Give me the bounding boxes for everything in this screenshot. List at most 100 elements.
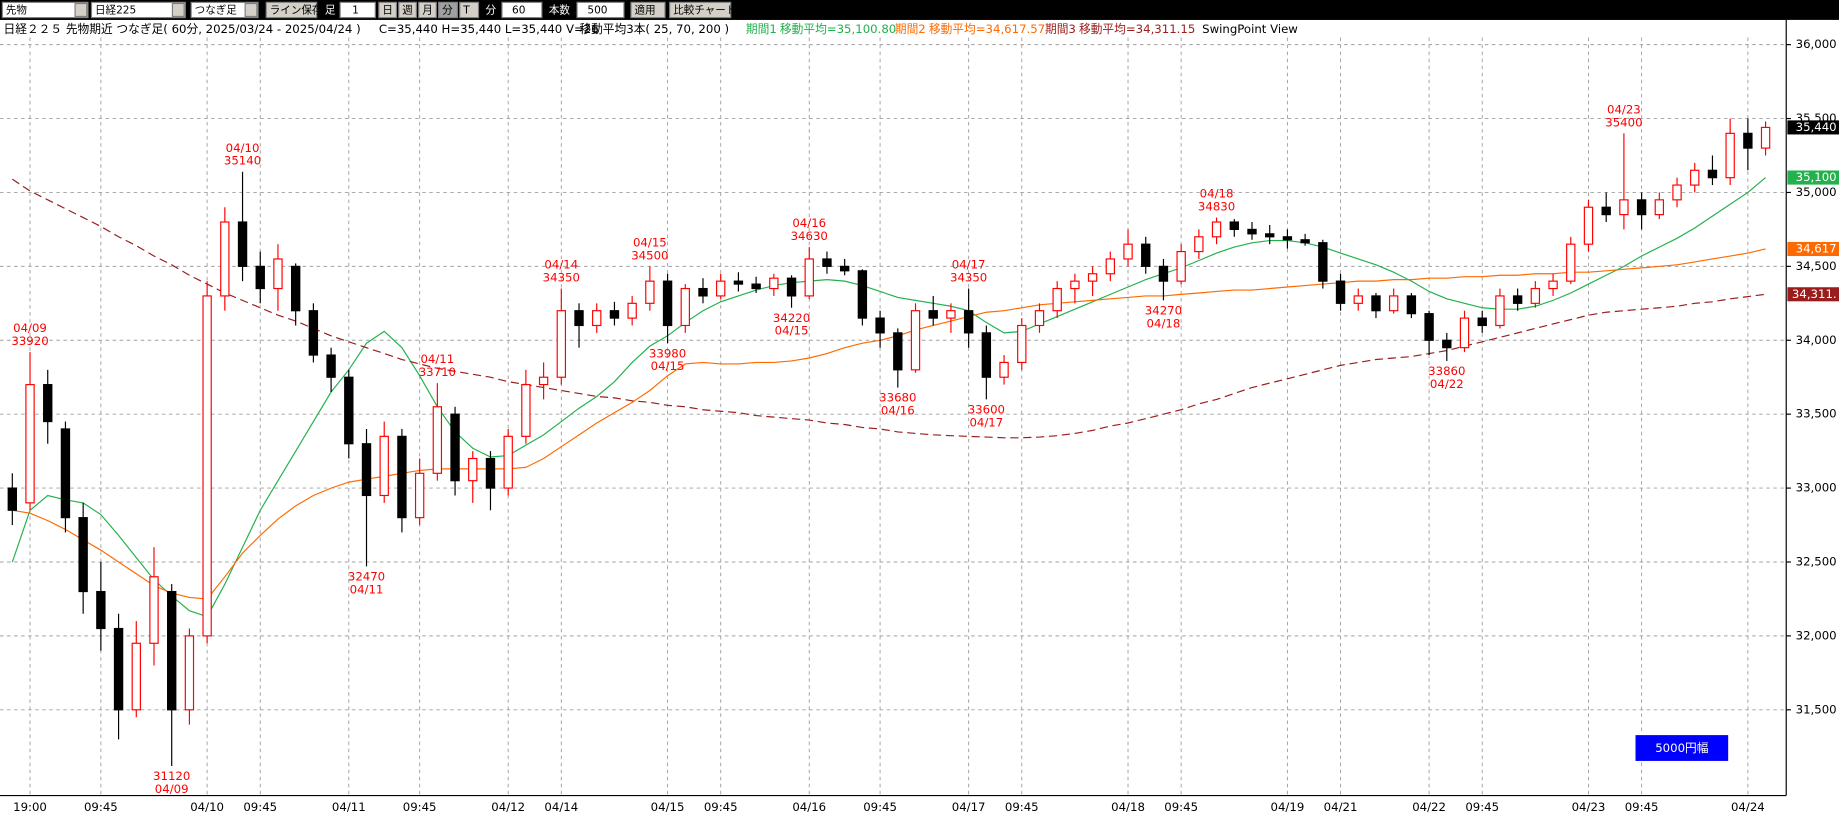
- x-tick-label: 04/15: [651, 800, 685, 814]
- toolbar-control[interactable]: [378, 1, 398, 19]
- swing-high-date: 04/09: [13, 321, 47, 335]
- candle-body: [1548, 280, 1558, 290]
- dropdown-arrow: [244, 2, 258, 18]
- candle-body: [1690, 169, 1700, 186]
- candle-body: [273, 258, 283, 290]
- toolbar-control[interactable]: [418, 1, 437, 19]
- close-tag: 35,440: [1796, 120, 1837, 134]
- toolbar-control[interactable]: [1, 1, 89, 19]
- toolbar-label[interactable]: 月: [422, 5, 433, 17]
- candle-body: [521, 384, 531, 437]
- swing-low-price: 33980: [649, 346, 686, 360]
- x-tick-label: 09:45: [243, 800, 277, 814]
- moving-average-line: [11, 177, 1766, 618]
- candle-body: [1300, 239, 1310, 244]
- toolbar-label: 本数: [549, 4, 571, 17]
- toolbar-control[interactable]: [339, 1, 376, 19]
- candle-body: [379, 435, 389, 497]
- toolbar-label: 分: [486, 5, 497, 17]
- toolbar-control[interactable]: [190, 1, 259, 19]
- candle-body: [1034, 310, 1045, 327]
- candle-body: [574, 310, 584, 327]
- candle-body: [1725, 132, 1735, 179]
- candle-body: [645, 280, 655, 304]
- candle-body: [78, 517, 88, 593]
- x-tick-label: 09:45: [84, 800, 118, 814]
- candle-body: [1123, 243, 1133, 260]
- swing-low-date: 04/22: [1430, 377, 1464, 391]
- x-tick-label: 04/23: [1572, 800, 1606, 814]
- toolbar-label[interactable]: ライン保存: [270, 4, 323, 17]
- candle-body: [450, 413, 460, 482]
- ma-title: 移動平均3本( 25, 70, 200 ): [579, 22, 729, 36]
- toolbar-control[interactable]: [459, 1, 480, 19]
- y-tick-label: 32,000: [1796, 628, 1837, 642]
- candle-body: [999, 361, 1009, 378]
- candle-body: [1070, 280, 1080, 290]
- candle-body: [202, 295, 212, 637]
- candle-body: [1442, 339, 1452, 349]
- swing-title: SwingPoint View: [1202, 22, 1298, 36]
- candle-body: [1052, 287, 1062, 312]
- swing-low-price: 34220: [773, 311, 810, 325]
- toolbar-label[interactable]: 比較チャート: [673, 4, 736, 17]
- swing-high-date: 04/16: [792, 216, 826, 230]
- candle-body: [1265, 233, 1275, 238]
- y-tick-label: 34,000: [1796, 333, 1837, 347]
- swing-high-date: 04/23: [1607, 102, 1641, 116]
- candle-body: [946, 310, 956, 319]
- chart-title: 日経２２５ 先物期近 つなぎ足( 60分, 2025/03/24 - 2025/…: [4, 22, 361, 36]
- candle-body: [1388, 295, 1399, 312]
- candle-body: [592, 310, 602, 327]
- toolbar-control[interactable]: [669, 1, 732, 19]
- candle-body: [1495, 295, 1505, 327]
- moving-average-line: [12, 248, 1766, 600]
- candle-body: [468, 457, 478, 482]
- toolbar-label[interactable]: 適用: [635, 4, 656, 17]
- y-tick-label: 32,500: [1796, 554, 1837, 568]
- candle-body: [503, 435, 513, 489]
- swing-high-price: 34350: [950, 270, 987, 284]
- candle-body: [1229, 221, 1239, 230]
- toolbar-label[interactable]: 日: [382, 5, 393, 17]
- candle-body: [1194, 236, 1204, 253]
- x-tick-label: 04/19: [1271, 800, 1305, 814]
- toolbar-label[interactable]: つなぎ足: [195, 4, 238, 17]
- x-tick-label: 04/12: [491, 800, 525, 814]
- swing-high-date: 04/18: [1200, 187, 1234, 201]
- range-badge-bg: [1634, 733, 1730, 763]
- toolbar-label[interactable]: 60: [512, 5, 526, 17]
- candle-body: [167, 590, 177, 711]
- x-tick-label: 09:45: [704, 800, 738, 814]
- swing-high-price: 35400: [1605, 115, 1642, 129]
- toolbar-control[interactable]: [630, 1, 666, 19]
- toolbar-label[interactable]: 1: [352, 5, 359, 17]
- candle-body: [1512, 295, 1523, 304]
- candle-body: [184, 635, 195, 711]
- candle-body: [1371, 295, 1381, 312]
- toolbar-control[interactable]: [265, 1, 318, 19]
- toolbar-control[interactable]: [501, 1, 543, 19]
- ohlcv-text: C=35,440 H=35,440 L=35,440 V=26: [379, 22, 599, 36]
- candle-body: [1619, 199, 1629, 216]
- candle-body: [60, 428, 71, 519]
- toolbar-control[interactable]: [398, 1, 417, 19]
- toolbar-control[interactable]: [576, 1, 625, 19]
- toolbar-control[interactable]: [90, 1, 186, 19]
- candle-body: [414, 472, 425, 519]
- candle-body: [1601, 206, 1611, 216]
- toolbar-label[interactable]: 分: [442, 5, 453, 17]
- candle-body: [538, 376, 549, 386]
- x-tick-label: 09:45: [1625, 800, 1659, 814]
- swing-high-date: 04/14: [544, 258, 578, 272]
- swing-low-price: 32470: [348, 569, 385, 583]
- y-tick-label: 34,500: [1796, 259, 1837, 273]
- toolbar-label[interactable]: T: [462, 5, 470, 17]
- swing-high-date: 04/10: [226, 141, 260, 155]
- toolbar-control[interactable]: [438, 1, 458, 19]
- toolbar-label[interactable]: 日経225: [95, 4, 136, 17]
- candle-body: [875, 317, 885, 334]
- toolbar-label[interactable]: 先物: [6, 4, 28, 17]
- toolbar-label[interactable]: 500: [587, 5, 607, 17]
- toolbar-label[interactable]: 週: [402, 5, 413, 17]
